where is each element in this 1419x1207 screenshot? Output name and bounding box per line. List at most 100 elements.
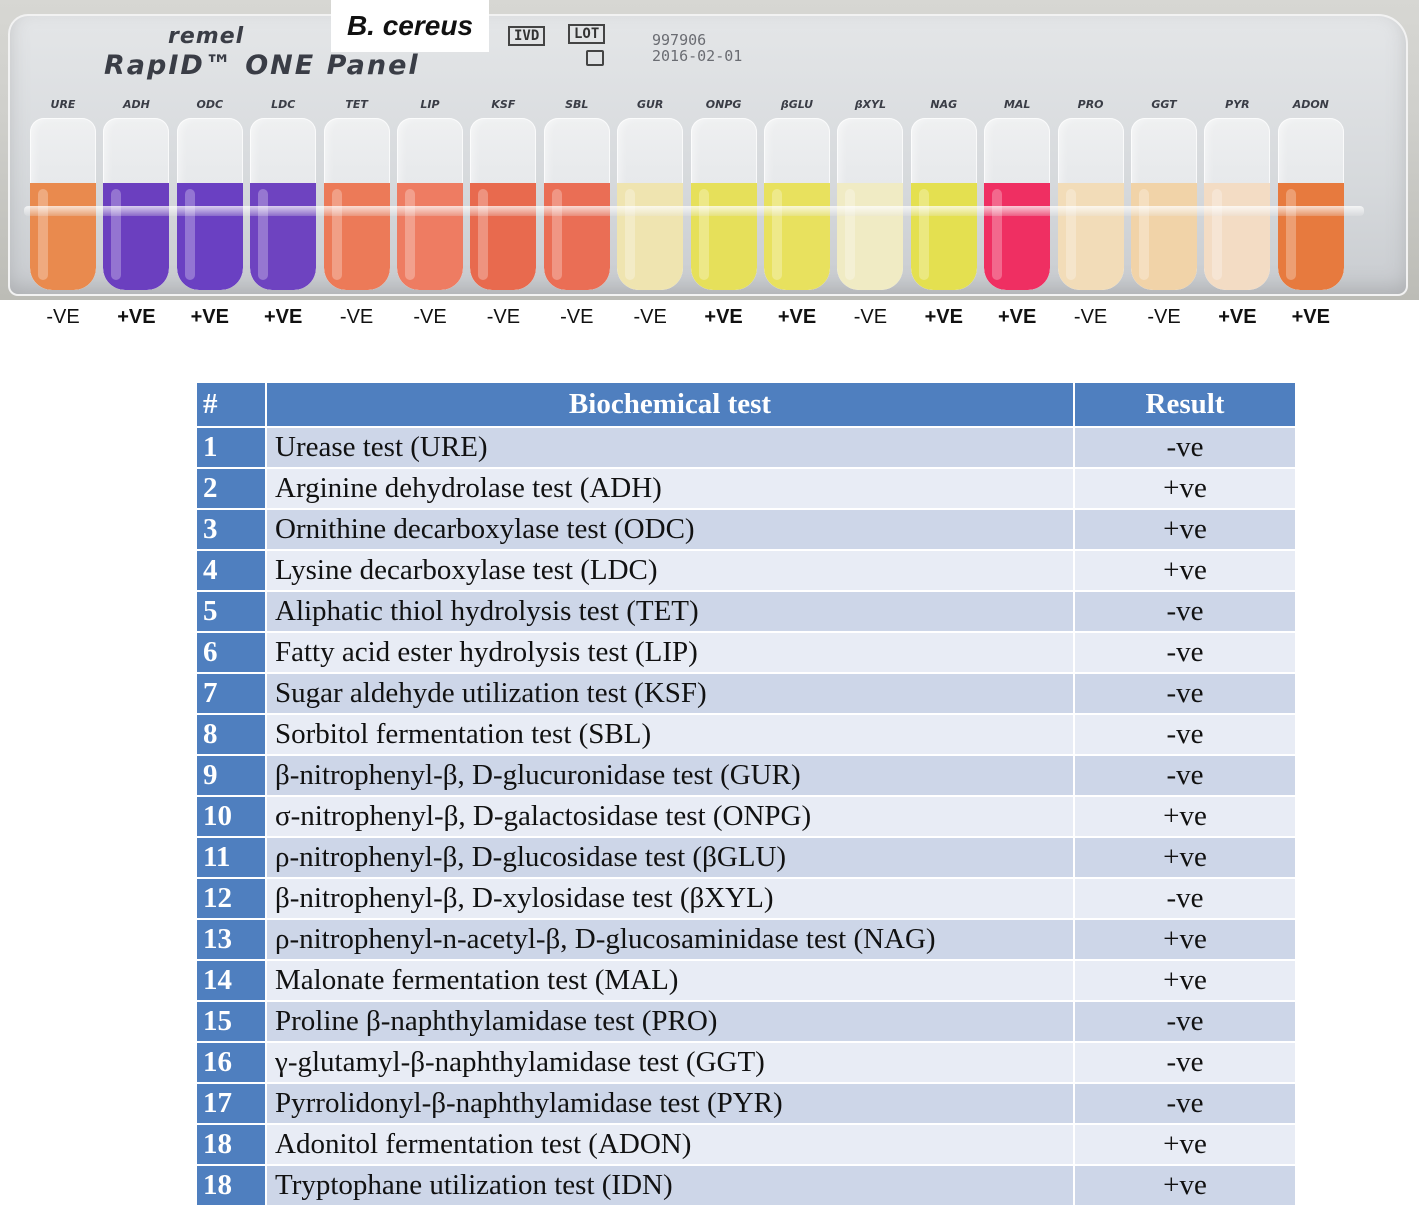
test-result: -ve (1073, 631, 1297, 674)
header-test: Biochemical test (265, 381, 1075, 428)
table-row: 11 ρ-nitrophenyl-β, D-glucosidase test (β… (195, 836, 1297, 879)
well-liquid (543, 183, 610, 290)
test-name: Tryptophane utilization test (IDN) (265, 1164, 1075, 1207)
test-result: +ve (1073, 1164, 1297, 1207)
well-liquid (617, 183, 684, 290)
test-well (250, 118, 317, 290)
well-result: -VE (486, 306, 521, 328)
well-label: TET (345, 98, 368, 111)
row-number: 6 (195, 631, 267, 674)
rapid-one-panel-photo: remel RapID™ ONE Panel IVD LOT 997906 20… (0, 0, 1419, 300)
test-well (984, 118, 1051, 290)
well-liquid (176, 183, 243, 290)
lot-symbol: LOT (568, 24, 606, 44)
test-result: -ve (1073, 672, 1297, 715)
table-row: 6 Fatty acid ester hydrolysis test (LIP) -… (195, 631, 1297, 674)
table-row: 8 Sorbitol fermentation test (SBL) -ve (195, 713, 1297, 756)
test-result: -ve (1073, 754, 1297, 797)
table-row: 17 Pyrrolidonyl-β-naphthylamidase test (P… (195, 1082, 1297, 1125)
test-name: Fatty acid ester hydrolysis test (LIP) (265, 631, 1075, 674)
test-name: Aliphatic thiol hydrolysis test (TET) (265, 590, 1075, 633)
well-liquid (1204, 183, 1271, 290)
test-result: +ve (1073, 1123, 1297, 1166)
well-result: +VE (777, 306, 817, 328)
test-well (323, 118, 390, 290)
header-result: Result (1073, 381, 1297, 428)
table-row: 7 Sugar aldehyde utilization test (KSF) -v… (195, 672, 1297, 715)
test-name: Arginine dehydrolase test (ADH) (265, 467, 1075, 510)
well-label: NAG (930, 98, 958, 111)
well-label: LDC (271, 98, 296, 111)
well-result: +VE (264, 306, 303, 328)
test-result: +ve (1073, 549, 1297, 592)
well-label: βGLU (780, 98, 814, 111)
well-label: PYR (1225, 98, 1250, 111)
table-row: 12 β-nitrophenyl-β, D-xylosidase test (βX… (195, 877, 1297, 920)
well-result: -VE (1073, 306, 1108, 328)
well-liquid (103, 183, 170, 290)
well-result: +VE (1291, 306, 1330, 328)
well-result: +VE (998, 306, 1037, 328)
well-label: MAL (1003, 98, 1031, 111)
row-number: 16 (195, 1041, 267, 1084)
table-row: 18 Tryptophane utilization test (IDN) +ve (195, 1164, 1297, 1207)
lot-number: 997906 (652, 31, 707, 49)
test-well (1204, 118, 1271, 290)
test-result: +ve (1073, 836, 1297, 879)
well-liquid (764, 183, 830, 290)
row-number: 10 (195, 795, 267, 838)
row-number: 8 (195, 713, 267, 756)
test-well (397, 118, 463, 290)
well-label: ADON (1292, 98, 1329, 111)
panel-name: RapID™ ONE Panel (104, 50, 420, 81)
well-liquid (397, 183, 463, 290)
table-row: 5 Aliphatic thiol hydrolysis test (TET) -v… (195, 590, 1297, 633)
row-number: 12 (195, 877, 267, 920)
expiry-icon (586, 50, 604, 66)
well-liquid (30, 183, 96, 290)
well-result: -VE (413, 306, 447, 328)
header-number: # (195, 381, 267, 428)
test-result: +ve (1073, 918, 1297, 961)
test-result: -ve (1073, 1082, 1297, 1125)
well-result: -VE (339, 306, 374, 328)
row-number: 1 (195, 426, 267, 469)
test-well (910, 118, 977, 290)
test-result: +ve (1073, 467, 1297, 510)
well-result: +VE (1218, 306, 1257, 328)
well-label: ONPG (705, 98, 742, 111)
row-number: 15 (195, 1000, 267, 1043)
well-result: +VE (117, 306, 156, 328)
table-row: 15 Proline β-naphthylamidase test (PRO) -v… (195, 1000, 1297, 1043)
test-result: -ve (1073, 1000, 1297, 1043)
table-row: 10 σ-nitrophenyl-β, D-galactosidase test … (195, 795, 1297, 838)
well-label: ADH (122, 98, 150, 111)
well-label: βXYL (854, 98, 887, 111)
test-name: Ornithine decarboxylase test (ODC) (265, 508, 1075, 551)
test-name: Proline β-naphthylamidase test (PRO) (265, 1000, 1075, 1043)
well-liquid (323, 183, 390, 290)
test-well (543, 118, 610, 290)
well-liquid (470, 183, 537, 290)
test-well (690, 118, 757, 290)
test-well (1131, 118, 1197, 290)
table-row: 16 γ-glutamyl-β-naphthylamidase test (GGT… (195, 1041, 1297, 1084)
well-result: +VE (704, 306, 743, 328)
test-name: Lysine decarboxylase test (LDC) (265, 549, 1075, 592)
test-name: σ-nitrophenyl-β, D-galactosidase test (O… (265, 795, 1075, 838)
test-name: Adonitol fermentation test (ADON) (265, 1123, 1075, 1166)
test-well (837, 118, 904, 290)
row-number: 11 (195, 836, 267, 879)
test-result: -ve (1073, 877, 1297, 920)
table-row: 4 Lysine decarboxylase test (LDC) +ve (195, 549, 1297, 592)
tray-ridge (24, 206, 1364, 216)
test-result: -ve (1073, 1041, 1297, 1084)
test-well (176, 118, 243, 290)
row-number: 17 (195, 1082, 267, 1125)
well-liquid (690, 183, 757, 290)
test-well (470, 118, 537, 290)
row-number: 14 (195, 959, 267, 1002)
well-label: ODC (196, 98, 224, 111)
brand-logo: remel (168, 24, 245, 49)
well-liquid (250, 183, 317, 290)
